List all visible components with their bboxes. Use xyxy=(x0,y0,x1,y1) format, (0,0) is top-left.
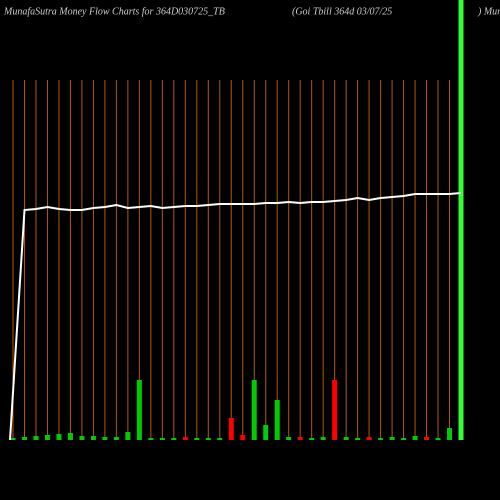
bar xyxy=(217,438,223,440)
price-line xyxy=(9,192,462,441)
bar xyxy=(90,436,96,440)
bar xyxy=(159,438,165,440)
bar xyxy=(251,380,257,440)
bar xyxy=(148,438,154,440)
bar xyxy=(194,438,200,440)
bar xyxy=(320,437,326,440)
bar xyxy=(21,437,27,440)
bar xyxy=(182,437,188,440)
bar xyxy=(343,437,349,440)
bar xyxy=(67,433,73,440)
bar xyxy=(79,436,85,440)
chart-subtitle: (Goi Tbill 364d 03/07/25 xyxy=(292,6,392,17)
chart-subtitle-end: ) Munafa xyxy=(477,6,500,17)
bar xyxy=(274,400,280,440)
bar xyxy=(113,437,119,440)
bar xyxy=(424,437,430,440)
bar xyxy=(171,438,177,440)
bar xyxy=(205,438,211,440)
bar xyxy=(332,380,338,440)
bar xyxy=(389,437,395,440)
bar xyxy=(366,437,372,440)
bar xyxy=(240,435,246,440)
bar xyxy=(56,434,62,440)
bar xyxy=(102,437,108,440)
bar xyxy=(458,0,464,440)
bar xyxy=(125,432,131,440)
bar xyxy=(297,437,303,440)
bar xyxy=(401,438,407,440)
bar xyxy=(378,438,384,440)
bar xyxy=(33,436,39,440)
bar xyxy=(263,425,269,440)
bar xyxy=(44,435,50,440)
bar xyxy=(447,428,453,440)
chart-title: MunafaSutra Money Flow Charts for 364D03… xyxy=(3,6,225,17)
bar xyxy=(355,438,361,440)
bar xyxy=(412,436,418,440)
bar xyxy=(309,438,315,440)
bar xyxy=(10,438,16,440)
bar xyxy=(228,418,234,440)
bar xyxy=(286,437,292,440)
bar xyxy=(435,438,441,440)
bar xyxy=(136,380,142,440)
